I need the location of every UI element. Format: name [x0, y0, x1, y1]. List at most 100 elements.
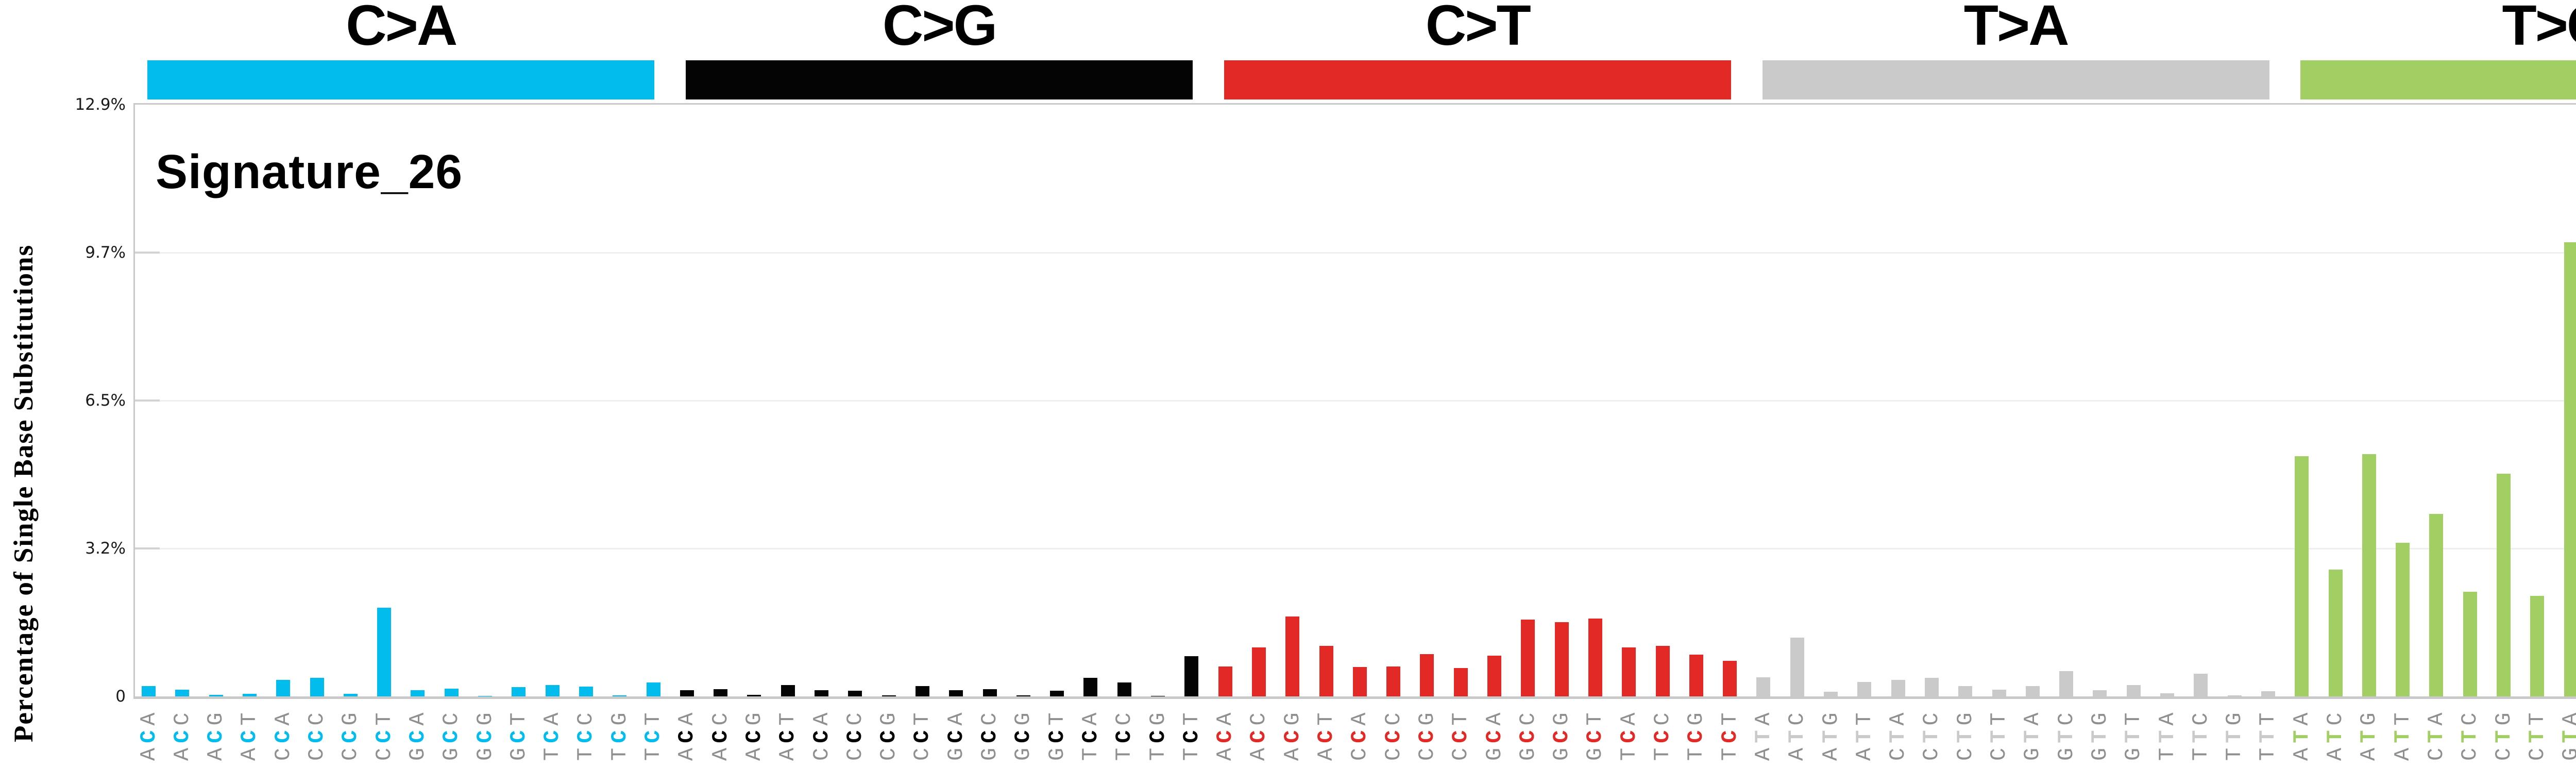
- x-label-C>A-TCG: TCG: [607, 708, 632, 761]
- x-label-T>A-ATG: ATG: [1818, 708, 1843, 761]
- plot-area: [133, 103, 2576, 696]
- x-label-C>A-CCG: CCG: [338, 708, 363, 761]
- x-label-T>A-ATT: ATT: [1852, 708, 1877, 761]
- x-label-T>A-TTT: TTT: [2256, 708, 2281, 761]
- x-label-C>A-CCA: CCA: [270, 708, 296, 761]
- x-label-C>T-CCA: CCA: [1347, 708, 1372, 761]
- x-label-C>G-GCA: GCA: [943, 708, 969, 761]
- x-label-C>G-TCT: TCT: [1179, 708, 1204, 761]
- x-label-C>T-CCG: CCG: [1414, 708, 1439, 761]
- x-label-C>T-GCA: GCA: [1482, 708, 1507, 761]
- bar-C>G-GCG: [1016, 695, 1030, 696]
- group-title-C>G: C>G: [882, 0, 997, 57]
- x-label-C>T-TCC: TCC: [1650, 708, 1675, 761]
- x-label-C>G-ACA: ACA: [674, 708, 700, 761]
- x-label-C>A-ACA: ACA: [136, 708, 161, 761]
- x-label-C>A-CCC: CCC: [304, 708, 329, 761]
- x-label-C>A-GCT: GCT: [506, 708, 531, 761]
- x-label-C>A-CCT: CCT: [371, 708, 397, 761]
- bar-C>A-ACC: [175, 690, 190, 696]
- x-label-T>C-ATG: ATG: [2357, 708, 2382, 761]
- x-label-T>A-TTG: TTG: [2222, 708, 2247, 761]
- bar-C>A-GCC: [444, 689, 459, 696]
- bar-T>C-CTT: [2530, 596, 2545, 696]
- bar-T>A-TTT: [2261, 691, 2275, 696]
- bar-T>A-GTA: [2025, 686, 2040, 696]
- bar-C>A-ACT: [242, 694, 257, 696]
- x-label-C>T-CCC: CCC: [1381, 708, 1406, 761]
- x-label-C>A-GCC: GCC: [439, 708, 464, 761]
- x-label-T>C-CTA: CTA: [2424, 708, 2449, 761]
- axis-tick: [135, 399, 160, 402]
- bar-C>T-GCA: [1487, 656, 1501, 696]
- y-tick-label: 9.7%: [85, 243, 126, 262]
- bar-C>A-CCT: [377, 608, 392, 696]
- gridline: [135, 252, 2576, 254]
- x-label-T>C-ATA: ATA: [2289, 708, 2314, 761]
- bar-T>A-CTT: [1992, 690, 2006, 696]
- x-label-C>G-GCT: GCT: [1044, 708, 1070, 761]
- y-tick-label: 0: [115, 687, 126, 706]
- bar-C>T-CCT: [1453, 668, 1468, 696]
- bar-C>T-TCG: [1689, 655, 1703, 696]
- group-band-C>G: [686, 60, 1193, 99]
- bar-C>T-CCA: [1352, 667, 1367, 696]
- bar-T>A-GTT: [2126, 685, 2141, 696]
- x-label-C>A-GCA: GCA: [405, 708, 430, 761]
- x-label-T>C-ATT: ATT: [2390, 708, 2415, 761]
- bar-C>T-GCT: [1588, 619, 1602, 696]
- bar-C>A-GCA: [411, 690, 425, 696]
- bar-C>A-TCG: [613, 695, 627, 696]
- axis-tick: [135, 547, 160, 549]
- bar-T>C-CTG: [2497, 474, 2511, 696]
- x-label-C>G-ACC: ACC: [708, 708, 733, 761]
- bar-C>G-ACC: [714, 689, 728, 696]
- bar-T>A-TTA: [2160, 693, 2174, 696]
- bar-C>G-ACA: [680, 690, 694, 696]
- x-label-T>C-CTG: CTG: [2491, 708, 2516, 761]
- x-label-T>A-GTG: GTG: [2087, 708, 2112, 761]
- bar-C>G-TCC: [1117, 682, 1131, 696]
- axis-tick: [135, 252, 160, 254]
- bar-C>G-CCG: [882, 695, 896, 696]
- bar-C>G-GCC: [982, 689, 997, 696]
- x-label-C>G-CCC: CCC: [842, 708, 868, 761]
- bar-C>G-GCA: [949, 690, 963, 696]
- x-label-C>G-CCT: CCT: [910, 708, 935, 761]
- bar-C>G-TCT: [1184, 656, 1199, 696]
- x-label-C>G-TCA: TCA: [1078, 708, 1103, 761]
- group-title-C>A: C>A: [346, 0, 457, 57]
- group-band-C>A: [147, 60, 655, 99]
- zero-baseline: [133, 696, 2576, 699]
- y-tick-label: 3.2%: [85, 539, 126, 558]
- bar-T>C-ATG: [2362, 454, 2376, 696]
- x-label-C>T-ACA: ACA: [1213, 708, 1238, 761]
- bar-T>C-ATT: [2396, 543, 2410, 696]
- bar-C>A-CCG: [343, 694, 358, 696]
- x-label-C>T-TCT: TCT: [1717, 708, 1742, 761]
- group-band-T>A: [1762, 60, 2269, 99]
- x-label-T>A-CTA: CTA: [1886, 708, 1911, 761]
- bar-C>T-TCA: [1622, 647, 1636, 696]
- gridline: [135, 399, 2576, 402]
- bar-C>G-CCC: [848, 691, 862, 696]
- bar-C>T-ACA: [1218, 666, 1232, 696]
- x-label-C>G-TCG: TCG: [1145, 708, 1171, 761]
- bar-C>A-ACA: [142, 686, 156, 696]
- x-label-T>A-TTC: TTC: [2188, 708, 2213, 761]
- x-label-C>T-GCT: GCT: [1583, 708, 1608, 761]
- x-label-C>G-TCC: TCC: [1112, 708, 1137, 761]
- plot-title: Signature_26: [156, 145, 463, 198]
- x-label-C>T-GCC: GCC: [1515, 708, 1540, 761]
- x-label-T>A-CTT: CTT: [1987, 708, 2011, 761]
- y-tick-label: 6.5%: [85, 391, 126, 410]
- bar-T>C-ATC: [2328, 570, 2343, 696]
- bar-T>C-ATA: [2295, 456, 2309, 696]
- bar-C>A-TCT: [646, 682, 660, 696]
- bar-T>A-TTC: [2194, 674, 2208, 696]
- x-label-T>C-ATC: ATC: [2323, 708, 2348, 761]
- bar-T>A-ATA: [1756, 677, 1771, 696]
- x-label-C>A-TCA: TCA: [540, 708, 565, 761]
- bar-C>G-GCT: [1050, 691, 1064, 696]
- bar-T>A-ATT: [1857, 682, 1872, 696]
